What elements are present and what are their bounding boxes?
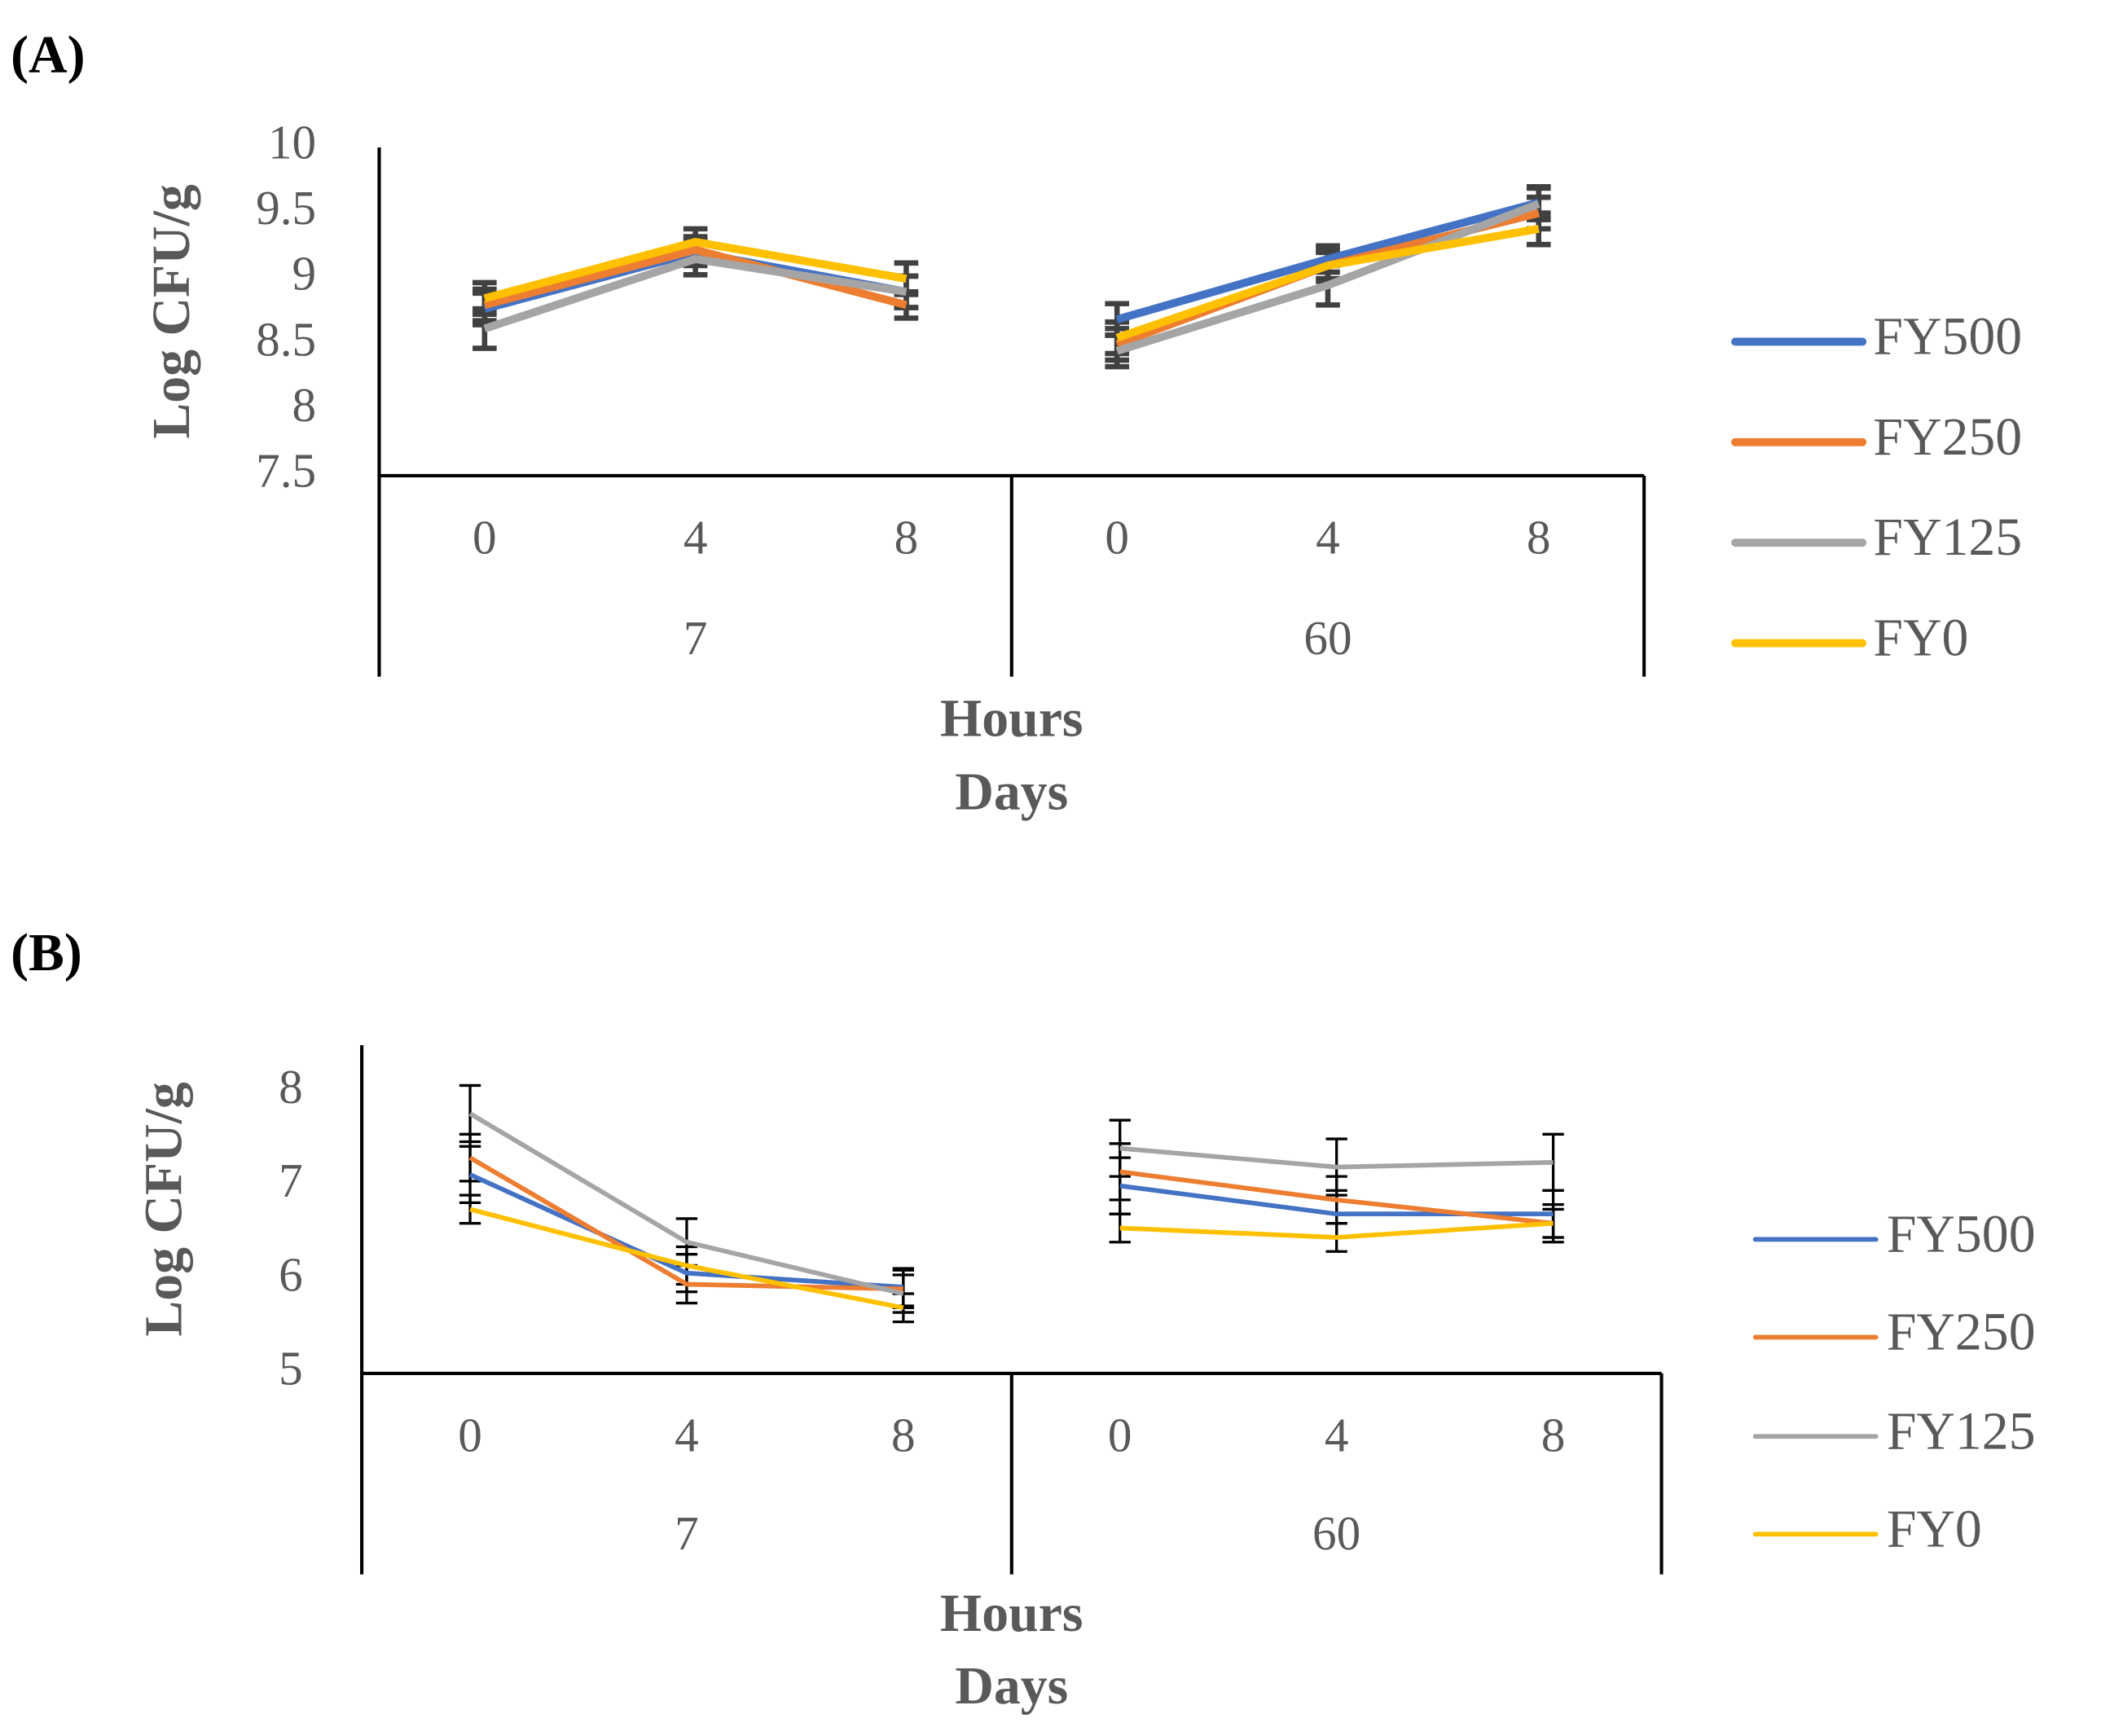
y-axis-title: Log CFU/g (142, 184, 201, 439)
y-tick-label: 9 (292, 247, 317, 301)
chart: (A) Log CFU/g 7.5 8 8.5 9 9.5 10 7 0 4 8 60 0 4 8 Hours D… (11, 25, 2022, 822)
x-tick-label: 0 (458, 1409, 482, 1462)
legend-label: FY250 (1873, 407, 2022, 467)
x-group-axis-title: Days (955, 1656, 1068, 1716)
x-axis-title: Hours (940, 688, 1083, 748)
x-group-label: 7 (683, 611, 708, 665)
panel-label: (A) (11, 25, 85, 85)
legend-label: FY500 (1873, 307, 2022, 367)
x-tick-label: 0 (473, 511, 497, 565)
legend-label: FY125 (1873, 508, 2022, 567)
legend-label: FY250 (1887, 1303, 2036, 1362)
line (483, 225, 1540, 342)
legend-label: FY0 (1887, 1499, 1982, 1558)
x-group-label: 7 (675, 1506, 699, 1560)
error-bar (1109, 1119, 1131, 1178)
line (468, 1172, 1554, 1290)
legend-label: FY500 (1887, 1205, 2036, 1264)
line (468, 1111, 1554, 1296)
x-tick-label: 4 (1316, 511, 1340, 565)
line (468, 1155, 1554, 1292)
x-tick-label: 0 (1108, 1409, 1132, 1462)
x-tick-label: 4 (675, 1409, 699, 1462)
y-axis-title: Log CFU/g (134, 1082, 193, 1337)
y-tick-label: 10 (268, 116, 316, 169)
legend-label: FY0 (1873, 609, 1968, 668)
x-tick-label: 8 (1527, 511, 1551, 565)
y-tick-label: 8.5 (256, 312, 316, 366)
panel-label: (B) (11, 923, 82, 982)
x-tick-label: 4 (683, 511, 708, 565)
y-tick-label: 7 (279, 1154, 303, 1207)
x-group-axis-title: Days (955, 763, 1068, 822)
legend-label: FY125 (1887, 1401, 2036, 1461)
x-group-label: 60 (1312, 1506, 1360, 1560)
x-tick-label: 0 (1105, 511, 1129, 565)
x-axis-title: Hours (940, 1584, 1083, 1643)
y-tick-label: 8 (279, 1060, 303, 1114)
x-tick-label: 8 (1541, 1409, 1566, 1462)
chart: (B) Log CFU/g 5 6 7 8 7 0 4 8 60 0 4 8 Hours Days FY500 F… (11, 923, 2035, 1716)
y-tick-label: 6 (279, 1247, 303, 1301)
x-tick-label: 4 (1325, 1409, 1349, 1462)
y-tick-label: 9.5 (256, 181, 316, 235)
error-bar (473, 279, 497, 317)
y-tick-label: 5 (279, 1342, 303, 1395)
y-tick-label: 8 (292, 378, 317, 432)
y-tick-label: 7.5 (256, 444, 316, 498)
x-group-label: 60 (1303, 611, 1352, 665)
x-tick-label: 8 (894, 511, 919, 565)
line (469, 1206, 1554, 1311)
x-tick-label: 8 (891, 1409, 916, 1462)
line (483, 200, 1541, 355)
